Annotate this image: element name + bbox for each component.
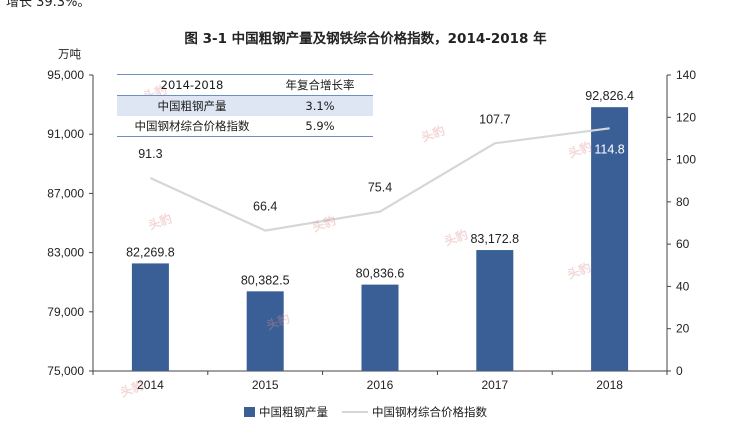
top-cut-text: 增长 39.3%。	[6, 0, 91, 10]
bar	[591, 107, 629, 371]
left-tick-label: 91,000	[47, 127, 84, 141]
growth-rate-table: 2014-2018 年复合增长率 中国粗钢产量 3.1% 中国钢材综合价格指数 …	[117, 74, 373, 137]
x-tick-label: 2016	[367, 378, 394, 392]
bar-data-label: 80,836.6	[356, 267, 405, 281]
left-tick-label: 95,000	[47, 68, 84, 82]
line-data-label: 66.4	[253, 200, 277, 214]
table-cell: 中国钢材综合价格指数	[117, 116, 267, 137]
bar-data-label: 80,382.5	[241, 273, 290, 287]
line-data-label: 91.3	[138, 147, 162, 161]
left-tick-label: 83,000	[47, 246, 84, 260]
right-tick-label: 0	[676, 364, 683, 378]
legend-line-swatch	[342, 411, 368, 413]
right-tick-label: 40	[676, 279, 690, 293]
left-tick-label: 75,000	[47, 364, 84, 378]
legend-item: 中国钢材综合价格指数	[342, 404, 487, 420]
table-header-cell: 2014-2018	[117, 74, 267, 96]
bar	[246, 291, 284, 371]
price-index-line	[149, 127, 610, 232]
table-header-cell: 年复合增长率	[267, 74, 373, 96]
table-row: 中国粗钢产量 3.1%	[117, 95, 373, 116]
right-tick-label: 80	[676, 195, 690, 209]
legend-bar-swatch	[244, 407, 255, 417]
right-tick-label: 140	[676, 68, 696, 82]
line-data-label: 114.8	[594, 142, 624, 156]
table-header-row: 2014-2018 年复合增长率	[117, 74, 373, 96]
x-tick-label: 2015	[252, 378, 279, 392]
legend-label: 中国钢材综合价格指数	[372, 405, 487, 419]
x-tick-label: 2018	[596, 378, 623, 392]
table-cell: 5.9%	[267, 116, 373, 137]
chart-legend: 中国粗钢产量 中国钢材综合价格指数	[0, 404, 731, 420]
bar-data-label: 83,172.8	[470, 232, 519, 246]
bar-data-label: 82,269.8	[126, 245, 175, 259]
chart-title: 图 3-1 中国粗钢产量及钢铁综合价格指数，2014-2018 年	[184, 31, 547, 47]
table-cell: 3.1%	[267, 95, 373, 116]
legend-label: 中国粗钢产量	[259, 405, 328, 419]
bar	[131, 263, 169, 371]
table-cell: 中国粗钢产量	[117, 95, 267, 116]
right-tick-label: 100	[676, 153, 696, 167]
bar	[476, 250, 514, 371]
right-tick-label: 120	[676, 110, 696, 124]
right-tick-label: 20	[676, 322, 690, 336]
line-data-label: 107.7	[479, 112, 510, 126]
bar	[361, 284, 399, 371]
line-data-label: 75.4	[368, 181, 392, 195]
x-tick-label: 2014	[137, 378, 164, 392]
legend-item: 中国粗钢产量	[244, 404, 328, 420]
right-tick-label: 60	[676, 237, 690, 251]
left-axis-unit: 万吨	[58, 47, 81, 61]
x-tick-label: 2017	[481, 378, 508, 392]
left-tick-label: 79,000	[47, 305, 84, 319]
table-row: 中国钢材综合价格指数 5.9%	[117, 116, 373, 137]
left-tick-label: 87,000	[47, 186, 84, 200]
bar-data-label: 92,826.4	[585, 89, 634, 103]
